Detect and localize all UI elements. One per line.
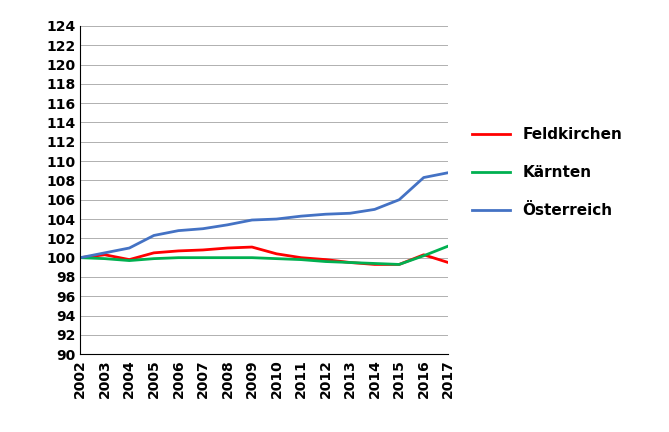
Kärnten xyxy=(272,256,280,261)
Österreich xyxy=(395,197,403,202)
Österreich xyxy=(371,207,379,212)
Kärnten xyxy=(76,255,84,260)
Österreich xyxy=(199,226,207,231)
Kärnten xyxy=(150,256,158,261)
Kärnten xyxy=(322,259,330,264)
Kärnten xyxy=(297,257,305,262)
Österreich xyxy=(76,255,84,260)
Kärnten xyxy=(346,260,354,265)
Österreich xyxy=(150,233,158,238)
Legend: Feldkirchen, Kärnten, Österreich: Feldkirchen, Kärnten, Österreich xyxy=(466,121,628,224)
Kärnten xyxy=(444,244,452,249)
Line: Kärnten: Kärnten xyxy=(80,246,448,264)
Feldkirchen xyxy=(297,255,305,260)
Österreich xyxy=(444,170,452,175)
Kärnten xyxy=(125,258,133,263)
Feldkirchen xyxy=(419,252,427,257)
Österreich xyxy=(419,175,427,180)
Feldkirchen xyxy=(248,245,256,250)
Österreich xyxy=(175,228,183,233)
Österreich xyxy=(346,211,354,216)
Kärnten xyxy=(175,255,183,260)
Feldkirchen xyxy=(272,251,280,257)
Kärnten xyxy=(395,262,403,267)
Österreich xyxy=(297,213,305,219)
Feldkirchen xyxy=(175,248,183,254)
Feldkirchen xyxy=(150,250,158,255)
Feldkirchen xyxy=(395,262,403,267)
Feldkirchen xyxy=(444,260,452,265)
Feldkirchen xyxy=(101,252,109,257)
Feldkirchen xyxy=(125,257,133,262)
Österreich xyxy=(101,250,109,255)
Line: Österreich: Österreich xyxy=(80,173,448,257)
Kärnten xyxy=(199,255,207,260)
Österreich xyxy=(322,212,330,217)
Kärnten xyxy=(101,256,109,261)
Österreich xyxy=(272,216,280,222)
Österreich xyxy=(125,245,133,251)
Feldkirchen xyxy=(199,248,207,253)
Kärnten xyxy=(248,255,256,260)
Feldkirchen xyxy=(371,262,379,267)
Line: Feldkirchen: Feldkirchen xyxy=(80,247,448,264)
Österreich xyxy=(248,217,256,222)
Feldkirchen xyxy=(76,255,84,260)
Feldkirchen xyxy=(346,260,354,265)
Kärnten xyxy=(419,253,427,258)
Feldkirchen xyxy=(223,245,231,251)
Österreich xyxy=(223,222,231,227)
Feldkirchen xyxy=(322,257,330,262)
Kärnten xyxy=(223,255,231,260)
Kärnten xyxy=(371,261,379,266)
